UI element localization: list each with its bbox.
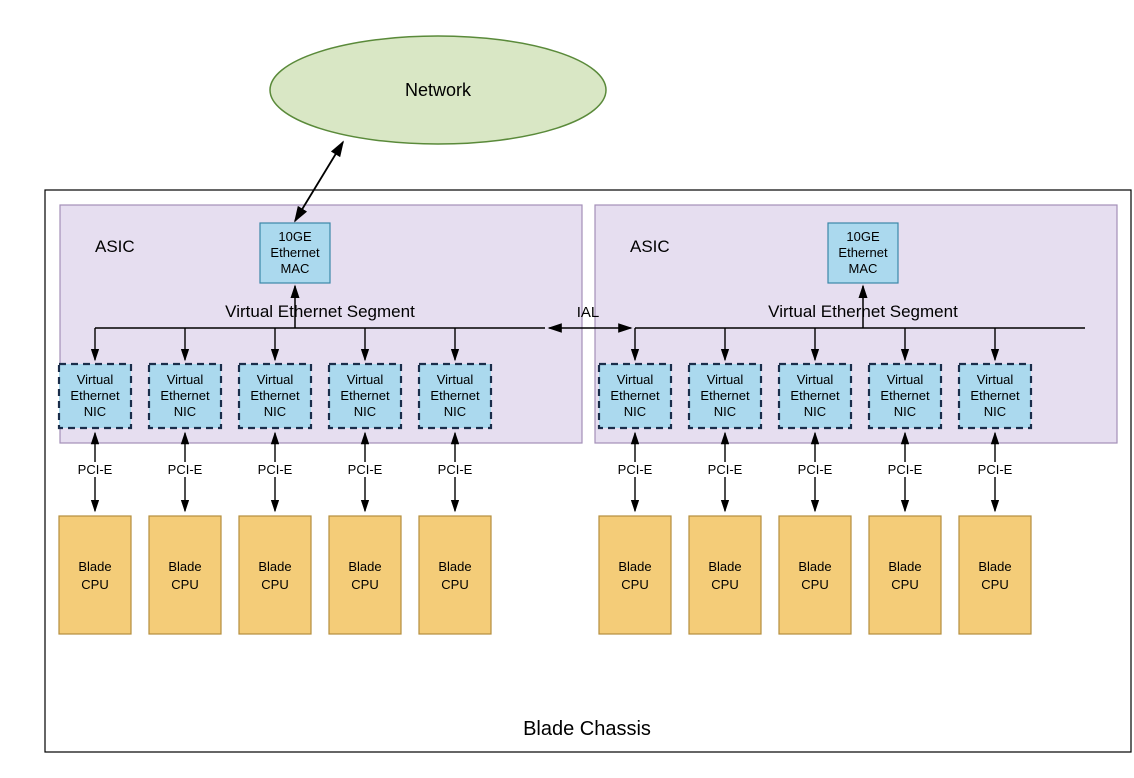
blade-cpu-box	[329, 516, 401, 634]
blade-cpu-label: Blade	[888, 559, 921, 574]
virtual-nic-label: NIC	[804, 404, 826, 419]
virtual-nic-label: Ethernet	[250, 388, 300, 403]
blade-cpu-label: Blade	[978, 559, 1011, 574]
virtual-nic-label: Virtual	[167, 372, 204, 387]
diagram-root: NetworkBlade ChassisASIC10GEEthernetMACV…	[20, 20, 1134, 758]
virtual-nic-label: Ethernet	[700, 388, 750, 403]
pcie-label: PCI-E	[348, 462, 383, 477]
virtual-nic-label: Virtual	[887, 372, 924, 387]
asic-label: ASIC	[630, 237, 670, 256]
virtual-nic-label: NIC	[624, 404, 646, 419]
asic-left: ASIC10GEEthernetMACVirtual Ethernet Segm…	[60, 205, 582, 443]
virtual-nic-label: NIC	[444, 404, 466, 419]
blade-cpu-box	[869, 516, 941, 634]
chassis-label: Blade Chassis	[523, 718, 651, 740]
blade-cpu-label: Blade	[78, 559, 111, 574]
blade-cpu-label: CPU	[171, 577, 198, 592]
pcie-label: PCI-E	[168, 462, 203, 477]
pcie-label: PCI-E	[888, 462, 923, 477]
pcie-label: PCI-E	[618, 462, 653, 477]
virtual-nic-label: Virtual	[257, 372, 294, 387]
blade-cpu-label: Blade	[618, 559, 651, 574]
blade-cpu-label: Blade	[708, 559, 741, 574]
virtual-nic-label: Virtual	[797, 372, 834, 387]
pcie-label: PCI-E	[708, 462, 743, 477]
blade-cpu-label: CPU	[261, 577, 288, 592]
virtual-nic-label: Ethernet	[70, 388, 120, 403]
virtual-nic-label: Virtual	[347, 372, 384, 387]
virtual-nic-label: Ethernet	[880, 388, 930, 403]
blade-cpu-box	[239, 516, 311, 634]
asic-right: ASIC10GEEthernetMACVirtual Ethernet Segm…	[595, 205, 1117, 443]
virtual-nic-label: Virtual	[437, 372, 474, 387]
virtual-nic-label: Ethernet	[430, 388, 480, 403]
ial-label: IAL	[577, 304, 600, 321]
pcie-label: PCI-E	[978, 462, 1013, 477]
virtual-nic-label: NIC	[84, 404, 106, 419]
virtual-nic-label: Virtual	[977, 372, 1014, 387]
virtual-nic-label: NIC	[714, 404, 736, 419]
blade-cpu-box	[689, 516, 761, 634]
blade-cpu-box	[59, 516, 131, 634]
blade-cpu-label: CPU	[711, 577, 738, 592]
virtual-nic-label: Ethernet	[970, 388, 1020, 403]
blade-cpu-label: Blade	[798, 559, 831, 574]
pcie-label: PCI-E	[78, 462, 113, 477]
ethernet-mac-label: 10GE	[278, 229, 312, 244]
blade-cpu-box	[779, 516, 851, 634]
pcie-label: PCI-E	[438, 462, 473, 477]
blade-cpu-label: Blade	[348, 559, 381, 574]
blade-cpu-label: Blade	[168, 559, 201, 574]
pcie-label: PCI-E	[798, 462, 833, 477]
virtual-nic-label: Virtual	[77, 372, 114, 387]
blade-cpu-label: Blade	[438, 559, 471, 574]
blade-cpu-label: CPU	[621, 577, 648, 592]
blade-cpu-label: CPU	[801, 577, 828, 592]
blade-cpu-box	[599, 516, 671, 634]
ethernet-mac-label: MAC	[849, 261, 878, 276]
virtual-nic-label: Virtual	[707, 372, 744, 387]
blade-cpu-label: CPU	[891, 577, 918, 592]
pcie-label: PCI-E	[258, 462, 293, 477]
blade-cpu-box	[959, 516, 1031, 634]
virtual-nic-label: Virtual	[617, 372, 654, 387]
virtual-nic-label: NIC	[354, 404, 376, 419]
blade-cpu-label: CPU	[441, 577, 468, 592]
blade-cpu-label: Blade	[258, 559, 291, 574]
ethernet-mac-label: 10GE	[846, 229, 880, 244]
network-label: Network	[405, 80, 472, 100]
virtual-nic-label: NIC	[984, 404, 1006, 419]
virtual-nic-label: Ethernet	[340, 388, 390, 403]
virtual-segment-label: Virtual Ethernet Segment	[225, 302, 415, 321]
asic-label: ASIC	[95, 237, 135, 256]
virtual-nic-label: Ethernet	[790, 388, 840, 403]
virtual-nic-label: Ethernet	[160, 388, 210, 403]
blade-cpu-box	[419, 516, 491, 634]
virtual-nic-label: NIC	[174, 404, 196, 419]
blade-cpu-label: CPU	[81, 577, 108, 592]
ethernet-mac-label: Ethernet	[838, 245, 888, 260]
virtual-nic-label: Ethernet	[610, 388, 660, 403]
blade-cpu-label: CPU	[351, 577, 378, 592]
blade-cpu-label: CPU	[981, 577, 1008, 592]
ethernet-mac-label: MAC	[281, 261, 310, 276]
virtual-nic-label: NIC	[264, 404, 286, 419]
virtual-nic-label: NIC	[894, 404, 916, 419]
blade-cpu-box	[149, 516, 221, 634]
ethernet-mac-label: Ethernet	[270, 245, 320, 260]
